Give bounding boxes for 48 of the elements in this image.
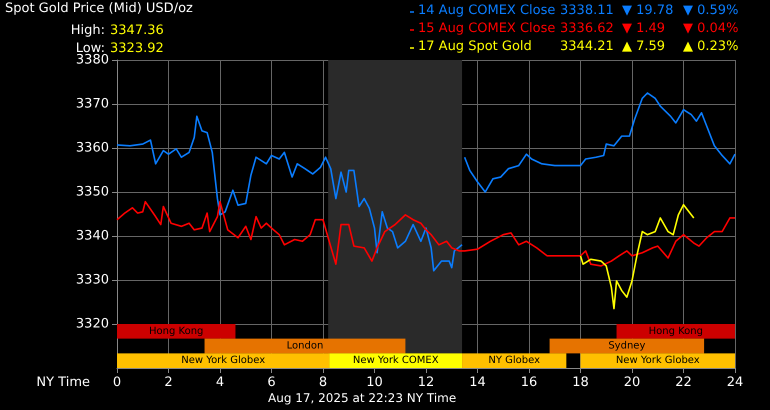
band-label: New York Globex: [181, 355, 266, 366]
y-tick-label: 3380: [76, 52, 109, 68]
x-tick-label: 0: [112, 375, 122, 390]
x-tick-label: 4: [216, 375, 224, 390]
x-tick-label: 20: [624, 375, 640, 390]
y-tick-label: 3340: [76, 228, 109, 244]
text: 3344.21: [560, 39, 614, 54]
legend-label: 14 Aug COMEX Close: [418, 3, 556, 18]
text: ▼ 0.59%: [683, 3, 738, 18]
text: Aug 17, 2025 at 22:23 NY Time: [268, 391, 456, 405]
text: ▲ 0.23%: [683, 39, 738, 54]
band-label: Hong Kong: [149, 326, 204, 337]
x-tick-label: 8: [318, 375, 328, 390]
y-tick-label: 3330: [76, 272, 109, 288]
x-tick-label: 2: [164, 375, 173, 390]
x-tick-label: 14: [469, 375, 486, 390]
chart-title: Spot Gold Price (Mid) USD/oz: [5, 1, 194, 16]
y-tick-label: 3350: [76, 184, 109, 200]
text: 3336.62: [560, 21, 614, 36]
text: 3338.11: [560, 3, 614, 18]
text: ▼ 1.49: [622, 21, 666, 36]
band-label: London: [286, 340, 324, 352]
text: 3323.92: [110, 41, 164, 56]
text: ▲ 7.59: [622, 39, 666, 54]
legend-label: 17 Aug Spot Gold: [418, 39, 532, 54]
band-label: NY Globex: [488, 355, 540, 366]
x-tick-label: 16: [520, 375, 538, 390]
text: ▼ 0.04%: [683, 21, 738, 36]
text: 3347.36: [110, 23, 164, 38]
x-axis-title: NY Time: [36, 375, 90, 390]
line-series: [116, 200, 736, 267]
band-label: New York COMEX: [352, 355, 439, 366]
text: ▼ 19.78: [622, 3, 674, 18]
band-label: Hong Kong: [648, 326, 703, 337]
y-tick-label: 3360: [76, 140, 109, 156]
y-tick-label: 3320: [76, 316, 109, 332]
x-tick-label: 12: [418, 375, 434, 390]
band-label: Sydney: [608, 340, 646, 352]
line-series: [580, 204, 695, 310]
x-tick-label: 18: [572, 375, 589, 390]
x-tick-label: 6: [267, 375, 276, 390]
band-label: New York Globex: [616, 355, 700, 366]
legend-label: 15 Aug COMEX Close: [418, 21, 556, 36]
x-tick-label: 24: [726, 375, 744, 390]
x-tick-label: 22: [675, 375, 692, 390]
x-tick-label: 10: [366, 375, 383, 390]
text: High:: [70, 23, 105, 38]
y-tick-label: 3370: [76, 96, 109, 112]
